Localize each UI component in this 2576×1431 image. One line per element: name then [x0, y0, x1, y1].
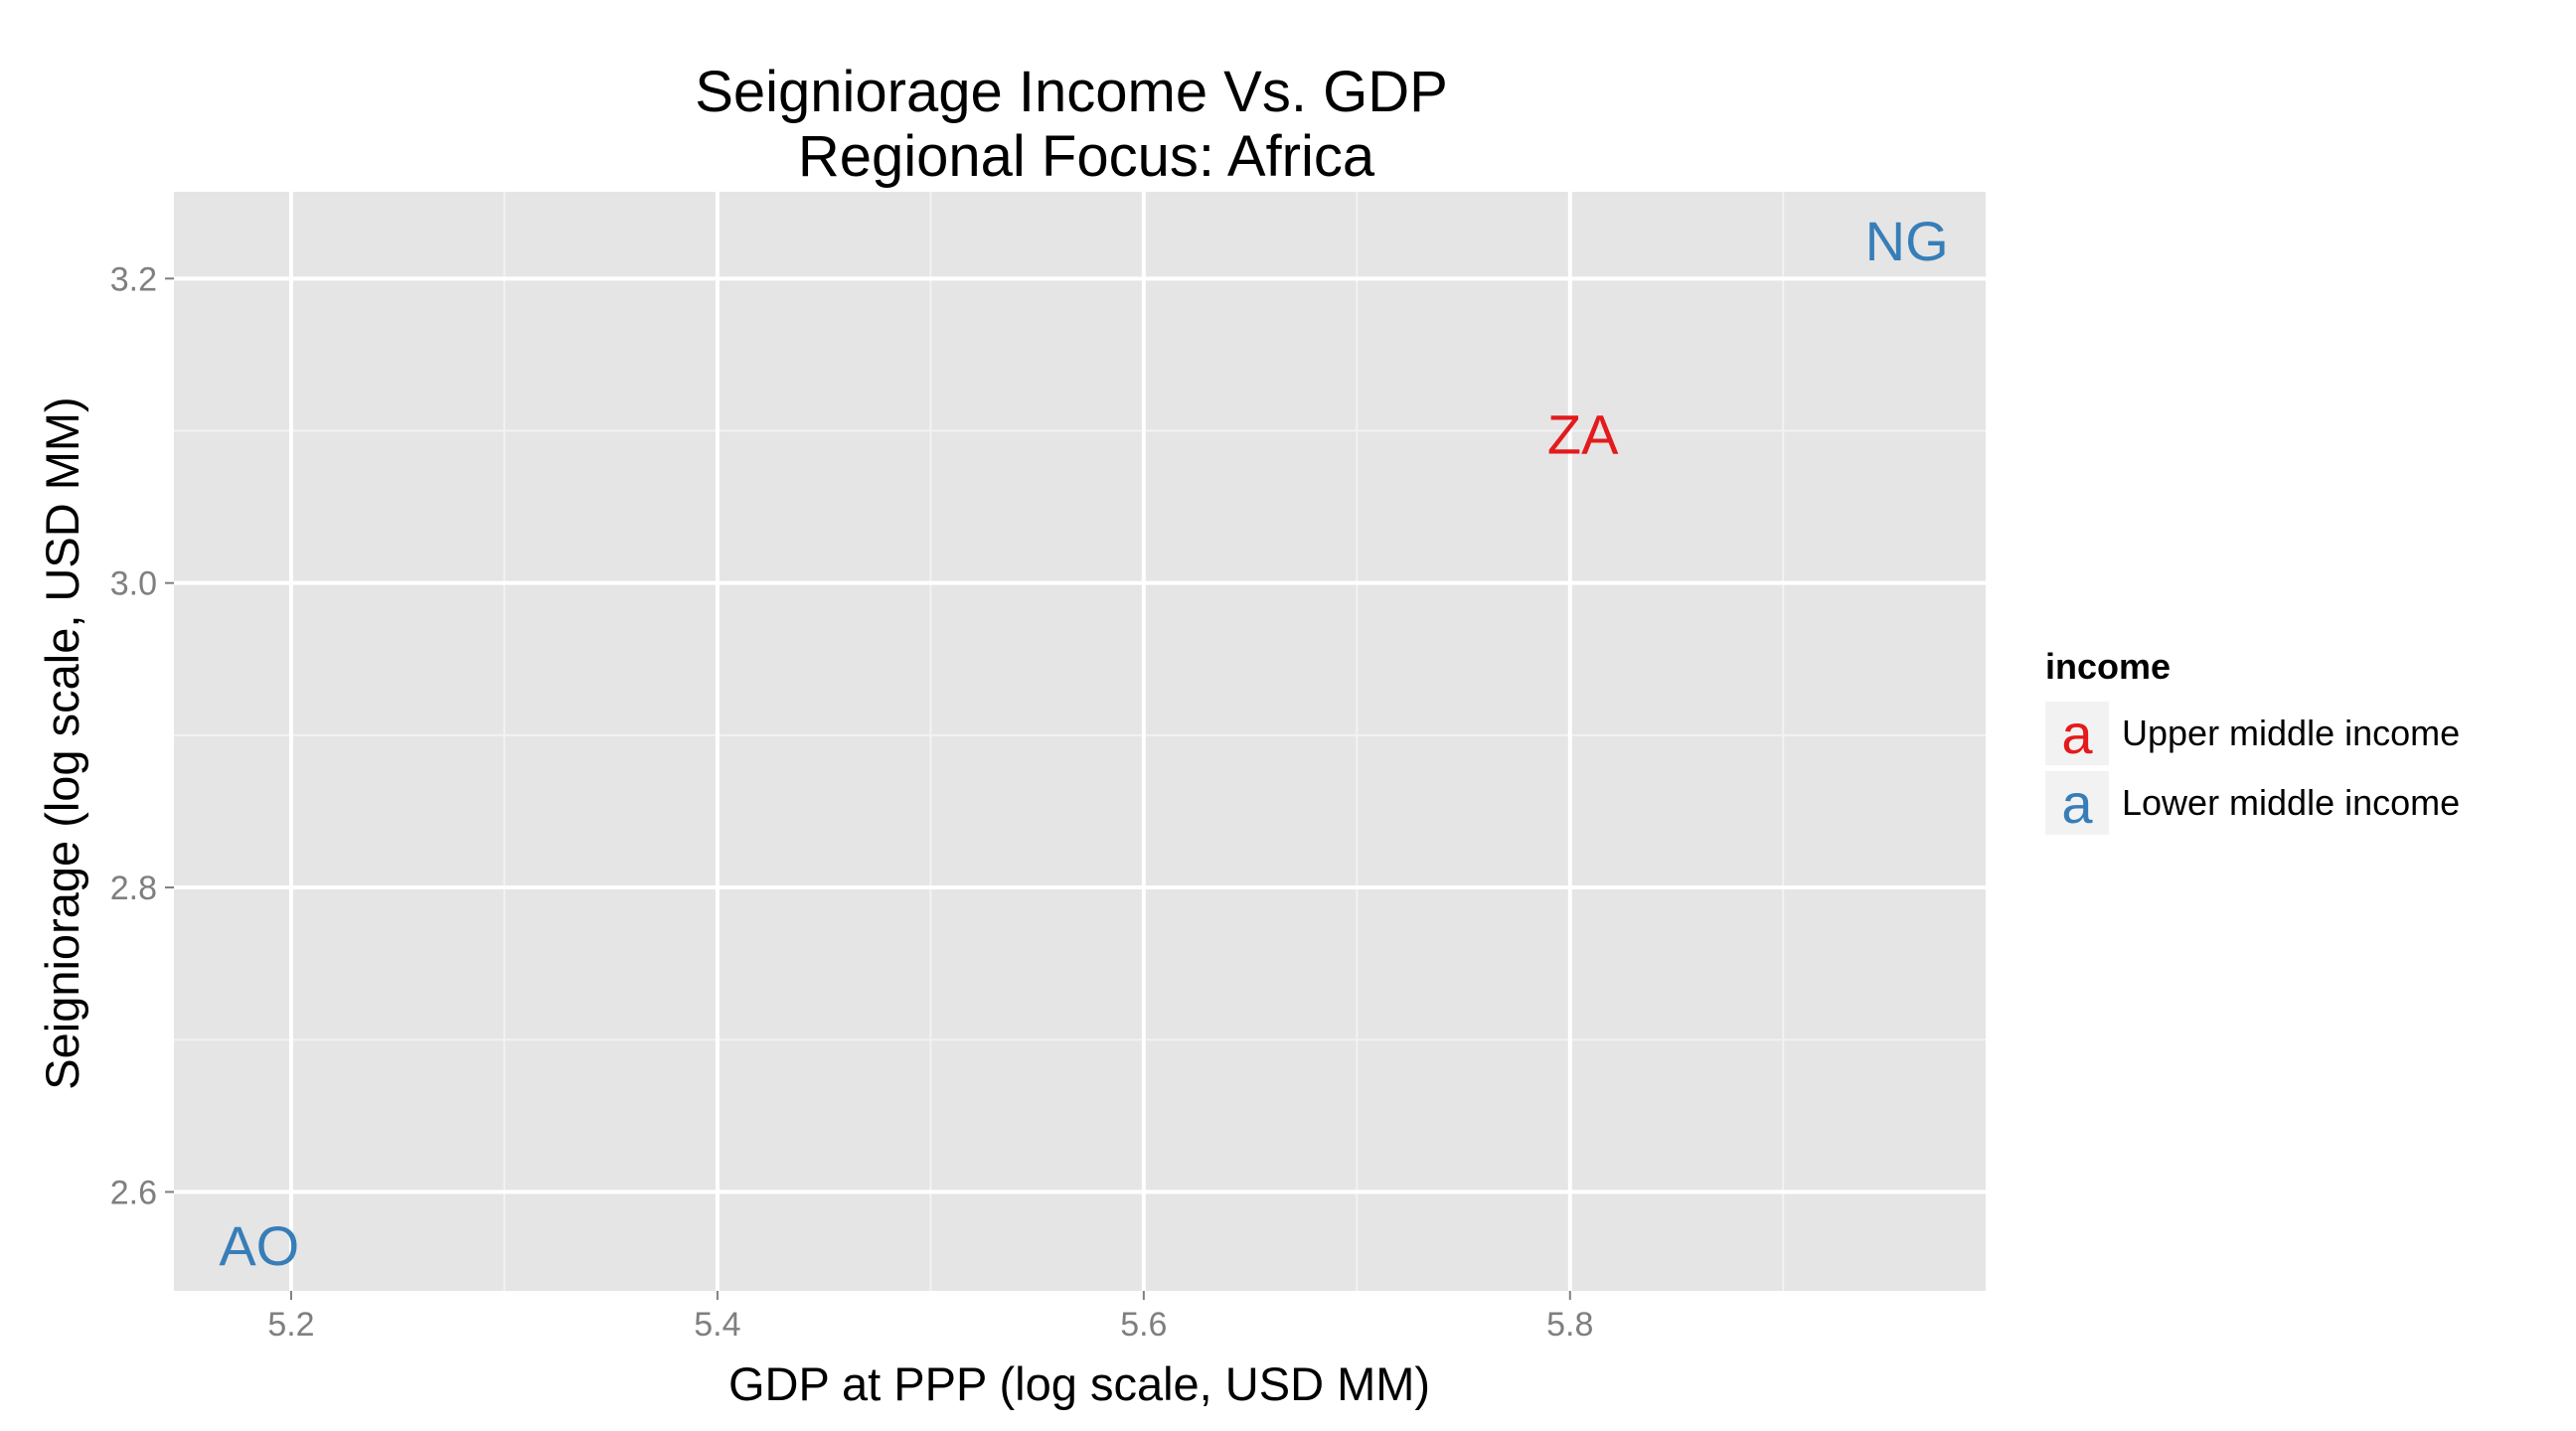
x-tick-label: 5.8 — [1546, 1306, 1593, 1344]
x-tick-label: 5.2 — [267, 1306, 314, 1344]
legend-label: Upper middle income — [2122, 713, 2460, 753]
legend-key — [2045, 702, 2109, 765]
legend-title: income — [2045, 646, 2171, 687]
legend-label: Lower middle income — [2122, 782, 2460, 823]
chart-subtitle: Regional Focus: Africa — [798, 124, 1375, 189]
x-tick-label: 5.4 — [694, 1306, 740, 1344]
y-tick-label: 3.2 — [110, 260, 157, 298]
plot-panel — [174, 192, 1986, 1291]
y-tick-label: 2.6 — [110, 1174, 157, 1211]
y-tick-label: 2.8 — [110, 870, 157, 907]
y-axis-ticks: 2.6 2.8 3.0 3.2 — [110, 260, 174, 1211]
chart-title-group: Seigniorage Income Vs. GDP Regional Focu… — [695, 60, 1448, 189]
legend-entries: a Upper middle income a Lower middle income — [2045, 702, 2460, 835]
data-points: AO ZA NG — [219, 210, 1948, 1277]
chart-title: Seigniorage Income Vs. GDP — [695, 60, 1448, 124]
point-label-za: ZA — [1547, 403, 1619, 466]
point-label-ao: AO — [219, 1214, 299, 1277]
y-tick-label: 3.0 — [110, 565, 157, 603]
legend: income a Upper middle income a Lower middle… — [2045, 646, 2460, 835]
point-label-ng: NG — [1865, 210, 1949, 272]
x-axis-ticks: 5.2 5.4 5.6 5.8 — [267, 1291, 1593, 1344]
legend-key-glyph: a — [2061, 703, 2093, 765]
legend-key-glyph: a — [2061, 772, 2093, 835]
legend-key — [2045, 771, 2109, 835]
x-tick-label: 5.6 — [1120, 1306, 1167, 1344]
minor-gridlines — [174, 192, 1986, 1291]
x-axis-title: GDP at PPP (log scale, USD MM) — [728, 1357, 1430, 1410]
major-gridlines — [174, 192, 1986, 1291]
y-axis-title: Seigniorage (log scale, USD MM) — [36, 397, 88, 1089]
